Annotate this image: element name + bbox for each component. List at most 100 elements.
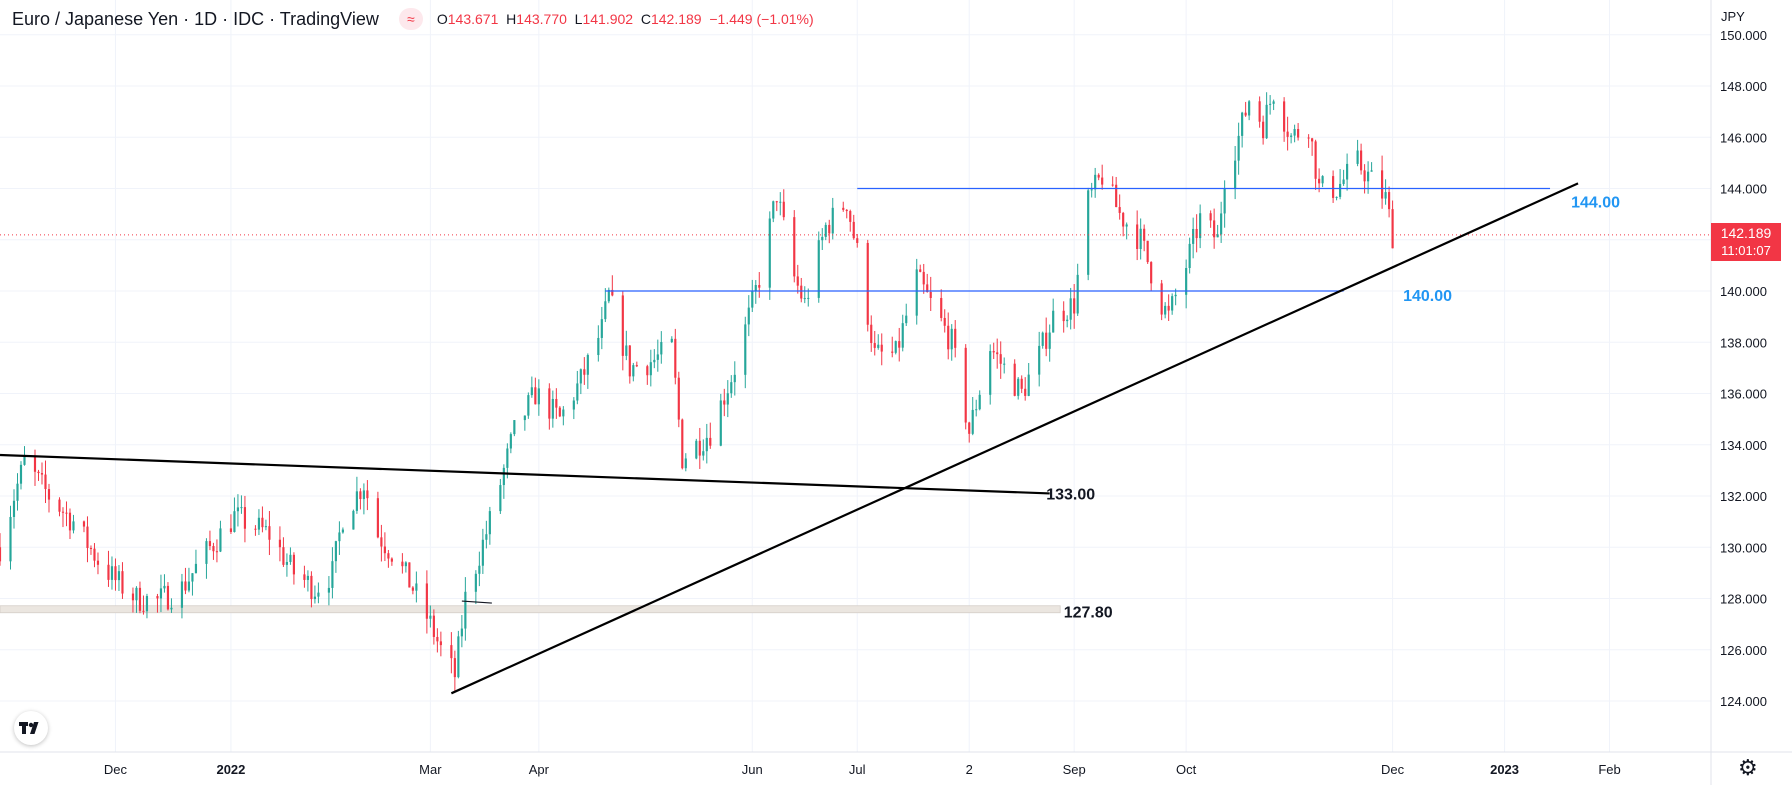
candle-body bbox=[243, 507, 247, 529]
candle-body bbox=[705, 437, 708, 452]
candle-body bbox=[355, 491, 358, 511]
candle-body bbox=[114, 566, 117, 581]
candle-body bbox=[523, 415, 526, 421]
candle-body bbox=[1216, 234, 1219, 238]
tradingview-logo-icon[interactable] bbox=[14, 711, 48, 745]
candle-body bbox=[362, 490, 365, 500]
candle-body bbox=[1160, 283, 1163, 315]
candle-body bbox=[1311, 138, 1314, 142]
candle-body bbox=[439, 641, 442, 646]
candle-body bbox=[989, 351, 992, 395]
candle-body bbox=[681, 419, 684, 469]
candle-body bbox=[656, 354, 659, 360]
candle-body bbox=[1307, 137, 1310, 139]
candle-body bbox=[1073, 298, 1076, 314]
candle-body bbox=[19, 464, 23, 484]
candle-body bbox=[485, 534, 488, 540]
candle-body bbox=[530, 387, 533, 396]
x-tick-label: Mar bbox=[419, 762, 442, 777]
candle-body bbox=[621, 295, 624, 356]
candle-body bbox=[208, 541, 212, 547]
candle-body bbox=[1332, 176, 1335, 198]
candle-body bbox=[1125, 224, 1128, 227]
candle-body bbox=[583, 369, 586, 375]
x-tick-label: Feb bbox=[1598, 762, 1620, 777]
candles bbox=[0, 92, 1394, 692]
candle-body bbox=[635, 365, 638, 367]
candle-body bbox=[481, 539, 484, 566]
candle-body bbox=[1115, 184, 1118, 208]
x-tick-label: Dec bbox=[104, 762, 128, 777]
candle-body bbox=[747, 307, 750, 325]
symbol-title[interactable]: Euro / Japanese Yen · 1D · IDC · Trading… bbox=[12, 8, 379, 29]
candle-body bbox=[457, 636, 460, 678]
candle-body bbox=[334, 541, 337, 562]
candle-body bbox=[558, 407, 561, 417]
candle-body bbox=[768, 218, 771, 288]
candle-body bbox=[131, 593, 135, 601]
candle-body bbox=[548, 388, 551, 419]
candle-body bbox=[212, 546, 215, 552]
candle-body bbox=[922, 271, 925, 285]
candle-body bbox=[1017, 378, 1020, 396]
y-tick-label: 132.000 bbox=[1720, 489, 1767, 504]
candle-body bbox=[779, 201, 782, 203]
candle-body bbox=[436, 636, 439, 642]
candle-body bbox=[1388, 192, 1391, 210]
candle-body bbox=[93, 548, 96, 561]
candle-body bbox=[429, 615, 432, 619]
low-value: 141.902 bbox=[582, 11, 634, 27]
candle-body bbox=[975, 409, 978, 411]
candle-body bbox=[16, 483, 19, 501]
candle-body bbox=[551, 398, 554, 419]
candle-body bbox=[327, 587, 330, 593]
candle-body bbox=[754, 285, 757, 291]
chart-header: Euro / Japanese Yen · 1D · IDC · Trading… bbox=[12, 8, 814, 30]
gear-icon[interactable]: ⚙ bbox=[1738, 755, 1758, 780]
grid bbox=[0, 0, 1711, 752]
candle-body bbox=[1367, 171, 1370, 182]
candle-body bbox=[1027, 374, 1030, 396]
candle-body bbox=[719, 400, 722, 446]
y-tick-label: 140.000 bbox=[1720, 284, 1767, 299]
low-label: L bbox=[574, 11, 583, 27]
candle-body bbox=[1265, 104, 1268, 139]
candle-body bbox=[1038, 345, 1041, 375]
trend-line-0 bbox=[450, 182, 1579, 695]
candle-body bbox=[572, 400, 575, 410]
candle-body bbox=[709, 437, 712, 446]
candle-body bbox=[33, 456, 37, 472]
candle-body bbox=[184, 581, 187, 591]
candle-body bbox=[695, 440, 698, 459]
candle-body bbox=[971, 409, 974, 434]
candle-body bbox=[950, 328, 953, 350]
candle-body bbox=[894, 341, 897, 353]
high-value: 143.770 bbox=[516, 11, 567, 27]
candle-body bbox=[264, 526, 268, 528]
candle-body bbox=[453, 658, 456, 678]
candle-body bbox=[1283, 101, 1286, 132]
candle-body bbox=[380, 537, 383, 547]
candle-body bbox=[37, 471, 40, 474]
drawings[interactable]: 144.00 140.00 133.00 127.80 bbox=[0, 182, 1711, 695]
candle-body bbox=[240, 507, 243, 509]
candle-body bbox=[401, 561, 404, 567]
candle-body bbox=[1094, 174, 1097, 190]
y-tick-label: 128.000 bbox=[1720, 592, 1767, 607]
candle-body bbox=[632, 365, 635, 377]
high-label: H bbox=[506, 11, 517, 27]
candle-body bbox=[751, 290, 754, 308]
candle-body bbox=[828, 224, 831, 234]
candle-body bbox=[1237, 135, 1240, 161]
candle-body bbox=[1241, 112, 1244, 136]
candle-body bbox=[145, 596, 149, 612]
market-status-icon[interactable]: ≈ bbox=[398, 8, 423, 30]
candle-body bbox=[460, 628, 463, 637]
marker-tick bbox=[461, 600, 492, 604]
candle-body bbox=[800, 285, 803, 299]
x-tick-label: Dec bbox=[1381, 762, 1405, 777]
candle-body bbox=[579, 369, 582, 384]
candle-body bbox=[1286, 131, 1289, 137]
candle-body bbox=[117, 571, 121, 581]
